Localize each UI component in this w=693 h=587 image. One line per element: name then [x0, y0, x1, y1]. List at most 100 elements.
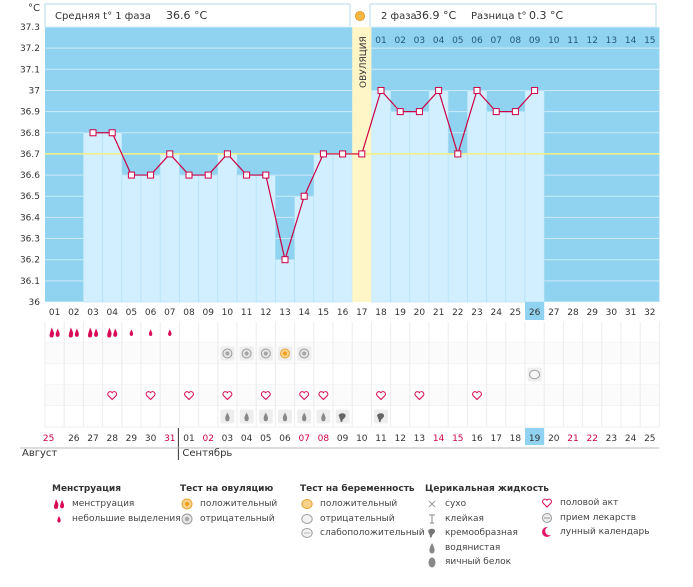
cycle-day-label: 25: [510, 308, 521, 318]
temperature-bar: [102, 132, 123, 303]
light-icon: [129, 329, 134, 337]
temperature-bar: [140, 174, 161, 303]
temperature-bar: [313, 153, 334, 303]
phase1-label: Средняя t° 1 фаза: [55, 11, 151, 22]
cycle-day-label: 24: [490, 308, 502, 318]
calendar-date: 20: [548, 434, 560, 444]
temperature-bar: [467, 90, 487, 303]
creamy-icon: [335, 409, 350, 424]
cycle-day-label: 32: [644, 308, 655, 318]
test-positive-icon: [180, 498, 194, 510]
temperature-bar: [217, 153, 238, 303]
temperature-bar: [83, 132, 103, 303]
phase2-day-label: 07: [490, 36, 501, 46]
temperature-point: [377, 86, 385, 94]
temperature-point: [531, 86, 539, 94]
y-tick-label: 36.4: [20, 213, 40, 223]
calendar-date: 27: [87, 434, 98, 444]
cycle-day-label: 30: [606, 308, 618, 318]
cycle-day-label: 13: [279, 308, 290, 318]
diff-label: Разница t°: [471, 11, 527, 22]
cycle-day-label: 12: [260, 308, 271, 318]
cycle-day-label: 20: [414, 308, 426, 318]
temperature-point: [300, 192, 308, 200]
temperature-bar: [121, 174, 142, 303]
drop-light-icon: [52, 513, 66, 525]
negative-icon: [258, 346, 273, 361]
phase2-day-label: 14: [625, 36, 637, 46]
sun-icon: [355, 11, 365, 21]
y-tick-label: 37.2: [20, 44, 40, 54]
temperature-point: [89, 129, 97, 137]
bbt-chart: °C Средняя t° 1 фаза 36.6 °C 2 фаза 36.9…: [20, 3, 660, 460]
temperature-bar: [198, 174, 219, 303]
calendar-date: 24: [625, 434, 637, 444]
temperature-bar: [332, 153, 353, 303]
cycle-day-label: 08: [183, 308, 195, 318]
phase2-day-label: 06: [471, 36, 483, 46]
cycle-day-label: 11: [241, 308, 252, 318]
legend-cervical-item: водянистая: [445, 542, 501, 553]
calendar-date: 06: [279, 434, 291, 444]
calendar-date: 12: [394, 434, 405, 444]
negative-icon: [297, 346, 312, 361]
calendar-date: 07: [298, 434, 309, 444]
x-axis-cycle-days: 01 02 03 04 05 06 07 08 09 10 11 12 13 14 15 16 17 18 19 20…: [49, 302, 656, 320]
calendar-date: 16: [471, 434, 483, 444]
legend-pregnancy-title: Тест на беременность: [300, 484, 415, 494]
calendar-date: 08: [318, 434, 330, 444]
calendar-today-marker: [525, 428, 545, 445]
cycle-day-label: 09: [202, 308, 214, 318]
cycle-day-label: 17: [356, 308, 367, 318]
legend-other-item: лунный календарь: [560, 527, 650, 538]
heart-icon: [184, 391, 194, 401]
watery-icon: [297, 409, 312, 424]
light-icon: [148, 329, 153, 337]
legend-cervical-item: яичный белок: [445, 557, 512, 568]
symptom-rows: [44, 322, 660, 428]
temperature-bar: [390, 111, 411, 303]
temperature-point: [492, 108, 500, 116]
legend-cervical-fluid: Церикальная жидкость сухо клейкая кремоо…: [425, 482, 549, 570]
y-tick-label: 36.2: [20, 256, 40, 266]
temperature-bar: [371, 90, 391, 303]
temperature-line: [93, 89, 536, 263]
calendar-date: 26: [68, 434, 80, 444]
pregnancy-positive-icon: [300, 498, 314, 510]
sticky-icon: [425, 513, 439, 525]
temperature-bar: [486, 111, 507, 303]
heart-icon: [145, 391, 156, 401]
heart-icon: [299, 391, 310, 401]
y-tick-label: 36.8: [20, 129, 40, 139]
calendar-date: 25: [43, 434, 54, 444]
creamy-icon: [374, 409, 388, 424]
negative-icon: [220, 346, 235, 361]
cycle-day-label: 21: [433, 308, 444, 318]
ovulation-column: [352, 27, 372, 302]
cycle-day-label: 29: [586, 308, 598, 318]
phase2-label: 2 фаза: [381, 11, 417, 22]
phase2-day-label: 12: [586, 36, 597, 46]
calendar-date: 03: [222, 434, 233, 444]
legend-menstruation: Менструация менструация небольшие выделе…: [52, 482, 181, 526]
heart-icon: [540, 497, 554, 509]
phase2-day-label: 02: [394, 36, 405, 46]
y-tick-label: 36.3: [20, 235, 40, 245]
temperature-point: [358, 150, 366, 158]
temperature-point: [435, 86, 443, 94]
cycle-day-label: 22: [452, 308, 463, 318]
legend-menstruation-title: Менструация: [52, 484, 121, 494]
calendar-date: 23: [606, 434, 617, 444]
calendar-date: 15: [452, 434, 463, 444]
cycle-day-label: 03: [87, 308, 98, 318]
chart-header: °C Средняя t° 1 фаза 36.6 °C 2 фаза 36.9…: [28, 3, 657, 28]
cycle-day-label: 14: [298, 308, 310, 318]
temperature-point: [185, 171, 193, 179]
legend-other: половой акт прием лекарств лунный календ…: [540, 496, 650, 540]
cycle-day-label: 02: [68, 308, 79, 318]
phase2-day-label: 13: [606, 36, 617, 46]
temperature-bar: [255, 174, 276, 303]
legend-pregnancy-item: положительный: [320, 499, 398, 510]
calendar-date: 01: [183, 434, 194, 444]
calendar-date: 18: [510, 434, 522, 444]
